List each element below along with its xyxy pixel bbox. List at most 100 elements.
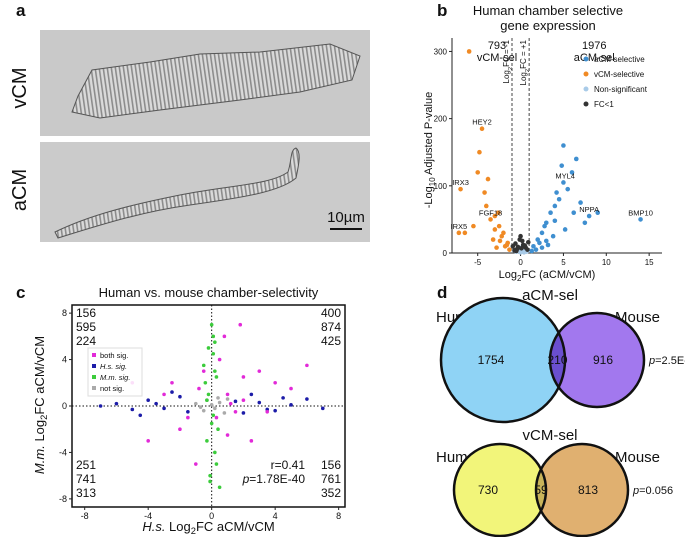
- legend-label: H.s. sig.: [100, 362, 127, 371]
- x-axis-label-part: H.s.: [142, 519, 165, 534]
- chart-title: Human chamber selective: [473, 3, 623, 18]
- stat-p-part: =1.78E-40: [249, 472, 305, 486]
- gene-label: HEY2: [472, 118, 492, 127]
- quadrant-count: 425: [321, 334, 341, 348]
- data-point: [582, 220, 588, 226]
- data-point: [186, 410, 190, 414]
- legend-label: not sig.: [100, 384, 124, 393]
- data-point: [233, 399, 238, 404]
- data-point: [209, 322, 214, 327]
- data-point: [233, 410, 238, 414]
- y-tick-label: 8: [62, 308, 67, 318]
- data-point: [130, 407, 135, 412]
- data-point: [138, 413, 143, 418]
- legend-marker: [92, 386, 96, 390]
- data-point: [203, 380, 208, 385]
- threshold-label-part: Log: [502, 70, 511, 83]
- threshold-label: Log2FC = -1: [502, 39, 514, 83]
- x-axis-label-part: FC (aCM/vCM): [521, 269, 595, 281]
- venn-p-value-part: p: [648, 355, 655, 367]
- image-label: vCM: [9, 67, 31, 108]
- data-point: [214, 415, 219, 420]
- y-axis-label: M.m. Log2FC aCM/vCM: [32, 336, 49, 474]
- x-axis-label-part: Log: [499, 269, 517, 281]
- data-point: [206, 346, 211, 350]
- data-point: [225, 433, 230, 437]
- data-point: [483, 203, 489, 209]
- data-point: [273, 380, 277, 385]
- y-tick-label: 4: [62, 355, 67, 365]
- data-point: [525, 247, 530, 252]
- quadrant-count: 352: [321, 486, 341, 500]
- x-tick-label: 0: [209, 511, 214, 521]
- data-point: [114, 401, 119, 406]
- x-axis-label-part: FC aCM/vCM: [196, 519, 275, 534]
- data-point: [477, 149, 482, 155]
- stat-p: p=1.78E-40: [242, 472, 306, 486]
- quadrant-count: 741: [76, 472, 96, 486]
- legend-label: vCM-selective: [594, 70, 645, 79]
- panel-label: a: [16, 1, 26, 20]
- data-point: [518, 233, 523, 239]
- y-axis-label-part: 2: [39, 415, 49, 420]
- data-point: [217, 485, 222, 490]
- data-point: [178, 427, 182, 432]
- chart-title: Human vs. mouse chamber-selectivity: [99, 285, 319, 300]
- count-label: vCM-sel: [477, 52, 517, 64]
- threshold-label-part: 2: [525, 69, 531, 72]
- count-label: 1976: [582, 40, 606, 52]
- data-point: [595, 210, 601, 215]
- data-point: [573, 156, 579, 162]
- legend-marker: [583, 101, 589, 107]
- y-axis-label-part: FC aCM/vCM: [32, 336, 47, 415]
- venn-count: 730: [478, 483, 498, 497]
- data-point: [205, 439, 209, 443]
- data-point: [458, 186, 463, 192]
- data-point: [201, 369, 206, 373]
- data-point: [537, 240, 542, 246]
- data-point: [170, 390, 174, 394]
- x-tick-label: 10: [602, 258, 611, 267]
- data-point: [214, 462, 219, 466]
- legend-marker: [583, 71, 589, 77]
- data-point: [569, 170, 575, 175]
- data-point: [482, 190, 487, 195]
- venn-right: [550, 313, 644, 407]
- data-point: [529, 248, 535, 254]
- gene-label: BMP10: [628, 208, 653, 217]
- data-point: [490, 237, 496, 242]
- data-point: [586, 213, 592, 219]
- data-point: [241, 411, 246, 415]
- data-point: [216, 427, 220, 432]
- y-tick-label: 300: [434, 47, 448, 56]
- data-point: [519, 238, 525, 244]
- y-tick-label: 0: [62, 401, 67, 411]
- data-point: [208, 473, 212, 478]
- data-point: [225, 397, 230, 401]
- gene-label: IRX3: [452, 178, 469, 187]
- venn-count: 1754: [478, 353, 505, 367]
- data-point: [228, 401, 233, 406]
- quadrant-count: 874: [321, 320, 341, 334]
- quadrant-count: 400: [321, 306, 341, 320]
- data-point: [475, 170, 481, 175]
- data-point: [497, 238, 503, 244]
- data-point: [289, 386, 293, 391]
- x-axis-label: Log2FC (aCM/vCM): [499, 269, 596, 283]
- data-point: [198, 405, 203, 409]
- data-point: [562, 227, 568, 232]
- data-point: [543, 238, 549, 244]
- x-tick-label: 8: [336, 511, 341, 521]
- y-axis-label-part: 10: [428, 177, 437, 186]
- panel-label: c: [16, 283, 25, 302]
- data-point: [214, 375, 219, 379]
- legend-marker: [583, 86, 589, 92]
- legend-marker: [92, 375, 96, 379]
- data-point: [466, 49, 472, 54]
- venn-left-outline: [439, 296, 567, 424]
- data-point: [495, 210, 501, 215]
- data-point: [249, 439, 254, 443]
- data-point: [273, 408, 277, 413]
- data-point: [249, 392, 254, 397]
